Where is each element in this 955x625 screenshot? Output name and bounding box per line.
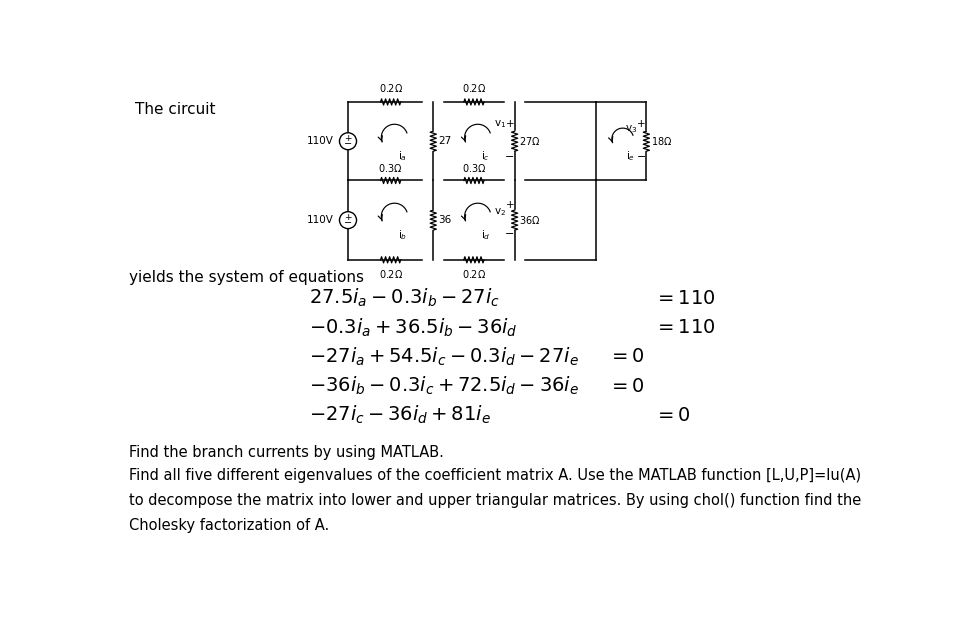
Text: +: + xyxy=(344,213,351,222)
Text: −: − xyxy=(637,152,647,162)
Text: $-36i_b - 0.3i_c + 72.5i_d - 36i_e$: $-36i_b - 0.3i_c + 72.5i_d - 36i_e$ xyxy=(309,375,580,398)
Text: +: + xyxy=(505,119,515,129)
Text: 27$\Omega$: 27$\Omega$ xyxy=(520,135,541,148)
Text: 0.3$\Omega$: 0.3$\Omega$ xyxy=(461,162,486,174)
Text: $-0.3i_a + 36.5i_b - 36i_d$: $-0.3i_a + 36.5i_b - 36i_d$ xyxy=(309,316,518,339)
Text: 110V: 110V xyxy=(308,215,334,225)
Text: 0.2$\Omega$: 0.2$\Omega$ xyxy=(462,268,486,280)
Text: $= 110$: $= 110$ xyxy=(654,289,716,308)
Text: −: − xyxy=(344,217,352,227)
Text: to decompose the matrix into lower and upper triangular matrices. By using chol(: to decompose the matrix into lower and u… xyxy=(129,493,860,508)
Text: −: − xyxy=(344,139,352,149)
Text: 0.3$\Omega$: 0.3$\Omega$ xyxy=(378,162,403,174)
Text: +: + xyxy=(344,134,351,143)
Text: $= 110$: $= 110$ xyxy=(654,318,716,337)
Text: $-27i_c - 36i_d + 81i_e$: $-27i_c - 36i_d + 81i_e$ xyxy=(309,404,491,426)
Text: 27: 27 xyxy=(438,136,451,146)
Text: v$_3$: v$_3$ xyxy=(626,123,638,135)
Text: Find all five different eigenvalues of the coefficient matrix A. Use the MATLAB : Find all five different eigenvalues of t… xyxy=(129,468,860,483)
Text: i$_c$: i$_c$ xyxy=(481,149,490,162)
Text: i$_d$: i$_d$ xyxy=(481,228,491,242)
Text: 18$\Omega$: 18$\Omega$ xyxy=(651,135,672,148)
Text: +: + xyxy=(637,119,646,129)
Text: 36$\Omega$: 36$\Omega$ xyxy=(520,214,541,226)
Text: $-27i_a + 54.5i_c - 0.3i_d - 27i_e$: $-27i_a + 54.5i_c - 0.3i_d - 27i_e$ xyxy=(309,346,579,368)
Text: $= 0$: $= 0$ xyxy=(607,348,645,366)
Text: v$_2$: v$_2$ xyxy=(494,206,506,218)
Text: The circuit: The circuit xyxy=(135,102,216,117)
Text: 110V: 110V xyxy=(308,136,334,146)
Text: yields the system of equations: yields the system of equations xyxy=(129,270,364,285)
Text: i$_b$: i$_b$ xyxy=(397,228,407,242)
Text: −: − xyxy=(505,152,515,162)
Text: −: − xyxy=(505,229,515,239)
Text: $= 0$: $= 0$ xyxy=(654,406,691,425)
Text: $= 0$: $= 0$ xyxy=(607,377,645,396)
Text: Cholesky factorization of A.: Cholesky factorization of A. xyxy=(129,518,329,533)
Text: 0.2$\Omega$: 0.2$\Omega$ xyxy=(462,82,486,94)
Text: v$_1$: v$_1$ xyxy=(494,118,506,130)
Text: i$_e$: i$_e$ xyxy=(626,149,635,162)
Text: 36: 36 xyxy=(438,215,451,225)
Text: 0.2$\Omega$: 0.2$\Omega$ xyxy=(378,82,403,94)
Text: +: + xyxy=(505,200,515,210)
Text: i$_a$: i$_a$ xyxy=(397,149,407,162)
Text: 0.2$\Omega$: 0.2$\Omega$ xyxy=(378,268,403,280)
Text: Find the branch currents by using MATLAB.: Find the branch currents by using MATLAB… xyxy=(129,445,443,460)
Text: $27.5i_a - 0.3i_b - 27i_c$: $27.5i_a - 0.3i_b - 27i_c$ xyxy=(309,287,500,309)
